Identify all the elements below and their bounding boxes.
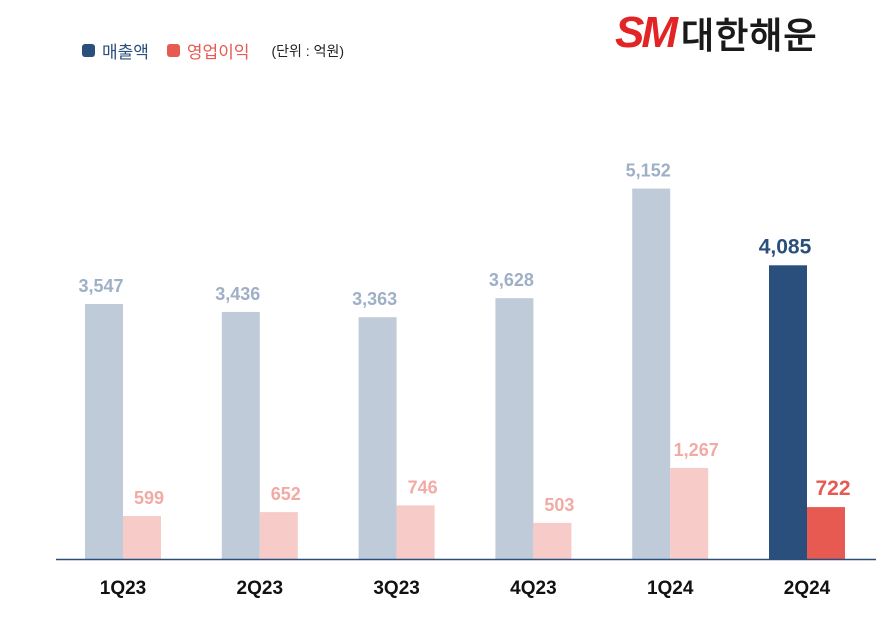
legend-revenue-label: 매출액 — [102, 43, 149, 62]
revenue-value-label: 5,152 — [626, 161, 671, 181]
revenue-value-label: 4,085 — [759, 235, 812, 258]
x-tick-label: 3Q23 — [373, 578, 419, 599]
revenue-bar — [358, 317, 397, 559]
logo-brand: SM — [615, 8, 678, 57]
logo-company-name: 대한해운 — [681, 16, 818, 57]
op-swatch — [166, 44, 180, 57]
op-value-label: 503 — [544, 495, 574, 515]
op-bar — [259, 512, 298, 559]
revenue-value-label: 3,436 — [215, 284, 260, 304]
op-bar — [533, 522, 572, 559]
x-tick-label: 1Q24 — [647, 578, 694, 599]
revenue-bar — [85, 303, 123, 559]
op-bar — [396, 505, 435, 559]
op-bar — [123, 515, 161, 559]
x-tick-label: 2Q23 — [237, 578, 283, 599]
op-value-label: 722 — [815, 477, 850, 500]
op-value-label: 599 — [134, 488, 164, 508]
x-tick-label: 1Q23 — [100, 578, 146, 599]
revenue-bar — [495, 298, 534, 559]
unit-label: (단위 : 억원) — [271, 42, 344, 59]
x-tick-label: 4Q23 — [510, 578, 556, 599]
op-value-label: 652 — [271, 484, 301, 504]
revenue-value-label: 3,547 — [78, 276, 123, 296]
revenue-bar — [769, 265, 807, 559]
revenue-swatch — [82, 44, 95, 57]
op-value-label: 746 — [408, 477, 438, 497]
legend-item-revenue: 매출액 — [82, 38, 149, 63]
x-tick-label: 2Q24 — [784, 578, 831, 599]
legend-op-label: 영업이익 — [186, 43, 250, 62]
revenue-bar — [221, 311, 260, 559]
revenue-value-label: 3,628 — [489, 270, 534, 290]
op-value-label: 1,267 — [674, 440, 719, 460]
op-bar — [670, 467, 709, 559]
revenue-value-label: 3,363 — [352, 289, 397, 309]
revenue-bar — [632, 188, 671, 559]
company-logo: SM 대한해운 — [615, 8, 817, 58]
legend: 매출액 영업이익 (단위 : 억원) — [82, 38, 344, 63]
legend-item-op: 영업이익 — [166, 38, 250, 63]
op-bar — [807, 507, 845, 559]
